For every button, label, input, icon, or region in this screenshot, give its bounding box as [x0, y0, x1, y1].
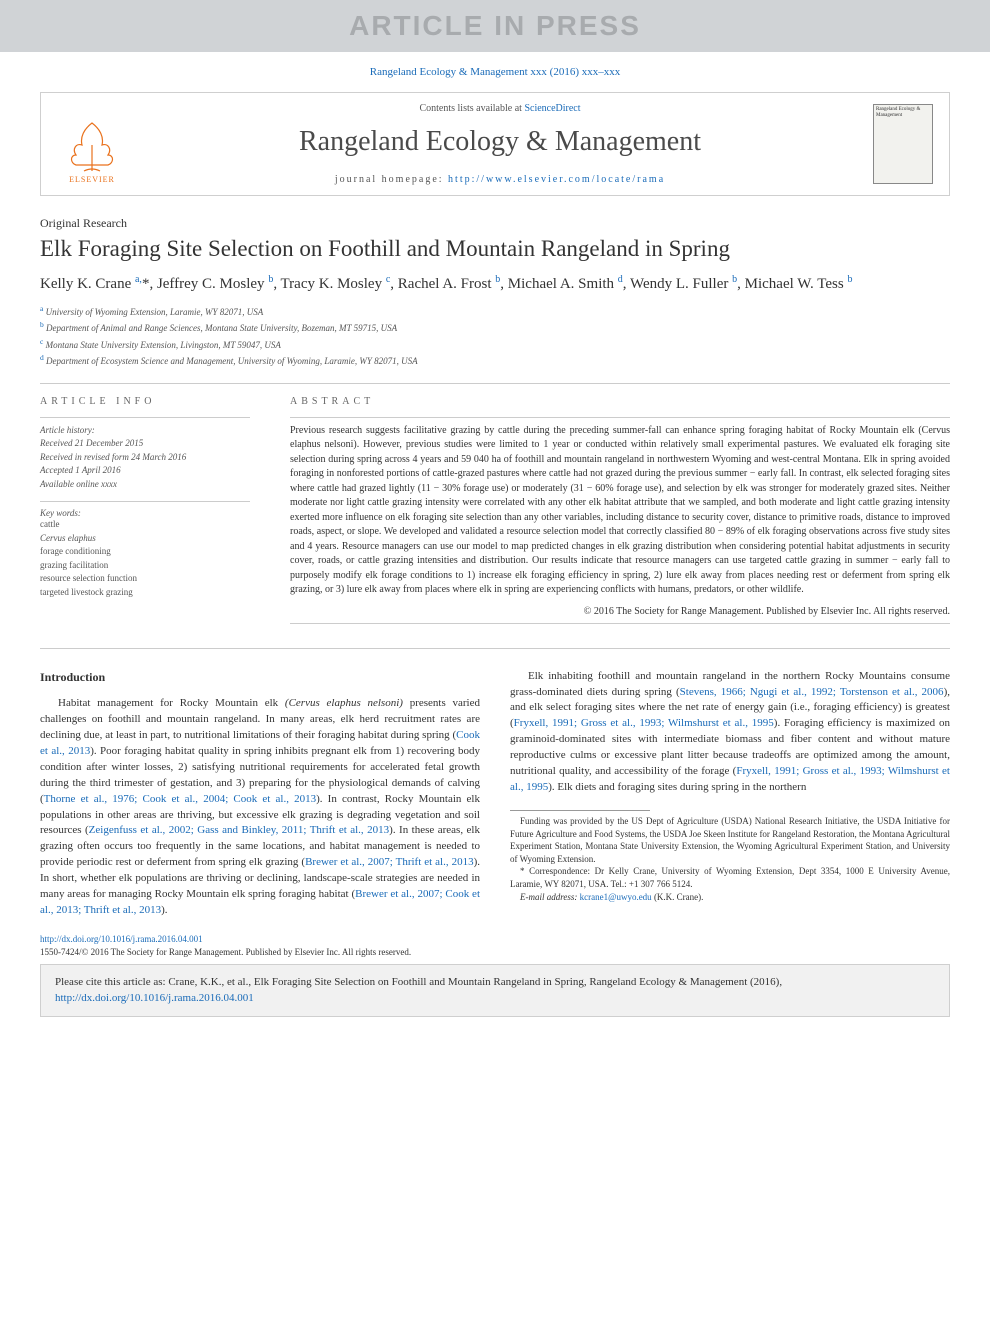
elsevier-logo: ELSEVIER [57, 104, 127, 184]
ref-link[interactable]: Fryxell, 1991; Gross et al., 1993; Wilms… [514, 717, 774, 729]
ref-link[interactable]: Thorne et al., 1976; Cook et al., 2004; … [44, 793, 316, 805]
footnotes: Funding was provided by the US Dept of A… [510, 815, 950, 903]
article-content: Original Research Elk Foraging Site Sele… [0, 196, 990, 919]
ref-link[interactable]: Zeigenfuss et al., 2002; Gass and Binkle… [89, 824, 389, 836]
article-info-col: ARTICLE INFO Article history: Received 2… [40, 396, 250, 630]
homepage-line: journal homepage: http://www.elsevier.co… [127, 174, 873, 185]
article-info-heading: ARTICLE INFO [40, 396, 250, 407]
doi-block: http://dx.doi.org/10.1016/j.rama.2016.04… [40, 933, 950, 958]
abstract-text: Previous research suggests facilitative … [290, 424, 950, 598]
keywords-label: Key words: [40, 508, 250, 518]
body-columns: Introduction Habitat management for Rock… [40, 669, 950, 920]
info-abstract-row: ARTICLE INFO Article history: Received 2… [40, 396, 950, 630]
intro-para-2: Elk inhabiting foothill and mountain ran… [510, 669, 950, 797]
elsevier-label: ELSEVIER [69, 175, 115, 184]
abstract-heading: ABSTRACT [290, 396, 950, 407]
funding-footnote: Funding was provided by the US Dept of A… [510, 815, 950, 865]
email-footnote: E-mail address: kcrane1@uwyo.edu (K.K. C… [510, 891, 950, 904]
cite-box: Please cite this article as: Crane, K.K.… [40, 964, 950, 1017]
journal-name: Rangeland Ecology & Management [127, 126, 873, 158]
correspondence-footnote: * Correspondence: Dr Kelly Crane, Univer… [510, 865, 950, 890]
article-title: Elk Foraging Site Selection on Foothill … [40, 235, 950, 263]
ref-link[interactable]: Stevens, 1966; Ngugi et al., 1992; Torst… [680, 686, 944, 698]
keywords-list: cattleCervus elaphusforage conditioningg… [40, 518, 250, 599]
header-center: Contents lists available at ScienceDirec… [127, 103, 873, 185]
sciencedirect-link[interactable]: ScienceDirect [524, 103, 580, 114]
cite-text: Please cite this article as: Crane, K.K.… [55, 976, 782, 988]
article-in-press-banner: ARTICLE IN PRESS [0, 0, 990, 52]
abstract-copyright: © 2016 The Society for Range Management.… [290, 606, 950, 617]
email-label: E-mail address: [520, 892, 580, 902]
elsevier-tree-icon [62, 115, 122, 175]
doi-link[interactable]: http://dx.doi.org/10.1016/j.rama.2016.04… [40, 934, 203, 944]
journal-header: ELSEVIER Contents lists available at Sci… [40, 92, 950, 196]
star-icon: * [520, 866, 529, 876]
affiliations: a University of Wyoming Extension, Laram… [40, 303, 950, 369]
homepage-prefix: journal homepage: [335, 174, 448, 185]
abstract-col: ABSTRACT Previous research suggests faci… [290, 396, 950, 630]
cite-doi-link[interactable]: http://dx.doi.org/10.1016/j.rama.2016.04… [55, 992, 254, 1004]
journal-cover-thumb: Rangeland Ecology & Management [873, 104, 933, 184]
divider [40, 648, 950, 649]
intro-para-1: Habitat management for Rocky Mountain el… [40, 696, 480, 919]
email-link[interactable]: kcrane1@uwyo.edu [580, 892, 652, 902]
divider [40, 383, 950, 384]
article-history: Article history: Received 21 December 20… [40, 424, 250, 492]
intro-heading: Introduction [40, 669, 480, 686]
ref-link[interactable]: Brewer et al., 2007; Thrift et al., 2013 [305, 856, 474, 868]
contents-prefix: Contents lists available at [419, 103, 524, 114]
history-label: Article history: [40, 425, 95, 435]
top-citation-link[interactable]: Rangeland Ecology & Management xxx (2016… [370, 66, 621, 78]
contents-line: Contents lists available at ScienceDirec… [127, 103, 873, 114]
homepage-link[interactable]: http://www.elsevier.com/locate/rama [448, 174, 665, 185]
article-type: Original Research [40, 216, 950, 231]
footnote-rule [510, 810, 650, 811]
author-list: Kelly K. Crane a,*, Jeffrey C. Mosley b,… [40, 273, 950, 295]
issn-line: 1550-7424/© 2016 The Society for Range M… [40, 947, 411, 957]
top-citation: Rangeland Ecology & Management xxx (2016… [0, 52, 990, 86]
